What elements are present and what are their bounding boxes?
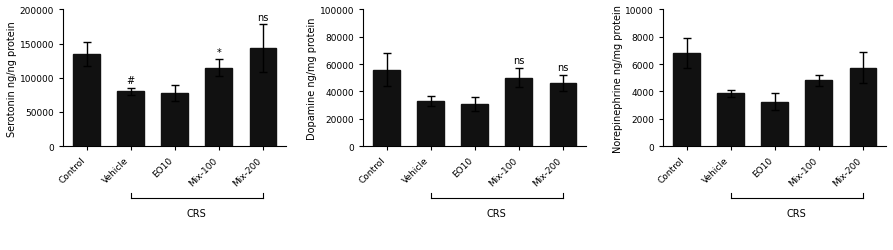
Text: ns: ns	[257, 13, 269, 23]
Bar	[73, 55, 100, 146]
Bar	[849, 68, 876, 146]
Bar	[505, 78, 532, 146]
Y-axis label: Dopamine ng/mg protein: Dopamine ng/mg protein	[307, 18, 317, 140]
Y-axis label: Norepinephrine ng/mg protein: Norepinephrine ng/mg protein	[613, 5, 622, 152]
Text: CRS: CRS	[187, 208, 206, 218]
Text: CRS: CRS	[787, 208, 806, 218]
Bar	[717, 94, 744, 146]
Text: CRS: CRS	[487, 208, 506, 218]
Bar	[462, 104, 488, 146]
Y-axis label: Serotonin ng/ng protein: Serotonin ng/ng protein	[7, 21, 17, 136]
Text: *: *	[216, 48, 221, 57]
Bar	[117, 92, 144, 146]
Bar	[417, 102, 444, 146]
Text: ns: ns	[557, 63, 569, 73]
Bar	[249, 49, 276, 146]
Bar	[205, 68, 232, 146]
Bar	[162, 94, 188, 146]
Bar	[673, 54, 700, 146]
Bar	[762, 102, 788, 146]
Bar	[373, 70, 400, 146]
Text: #: #	[127, 76, 135, 86]
Text: ns: ns	[513, 56, 524, 66]
Bar	[805, 81, 832, 146]
Bar	[549, 84, 576, 146]
